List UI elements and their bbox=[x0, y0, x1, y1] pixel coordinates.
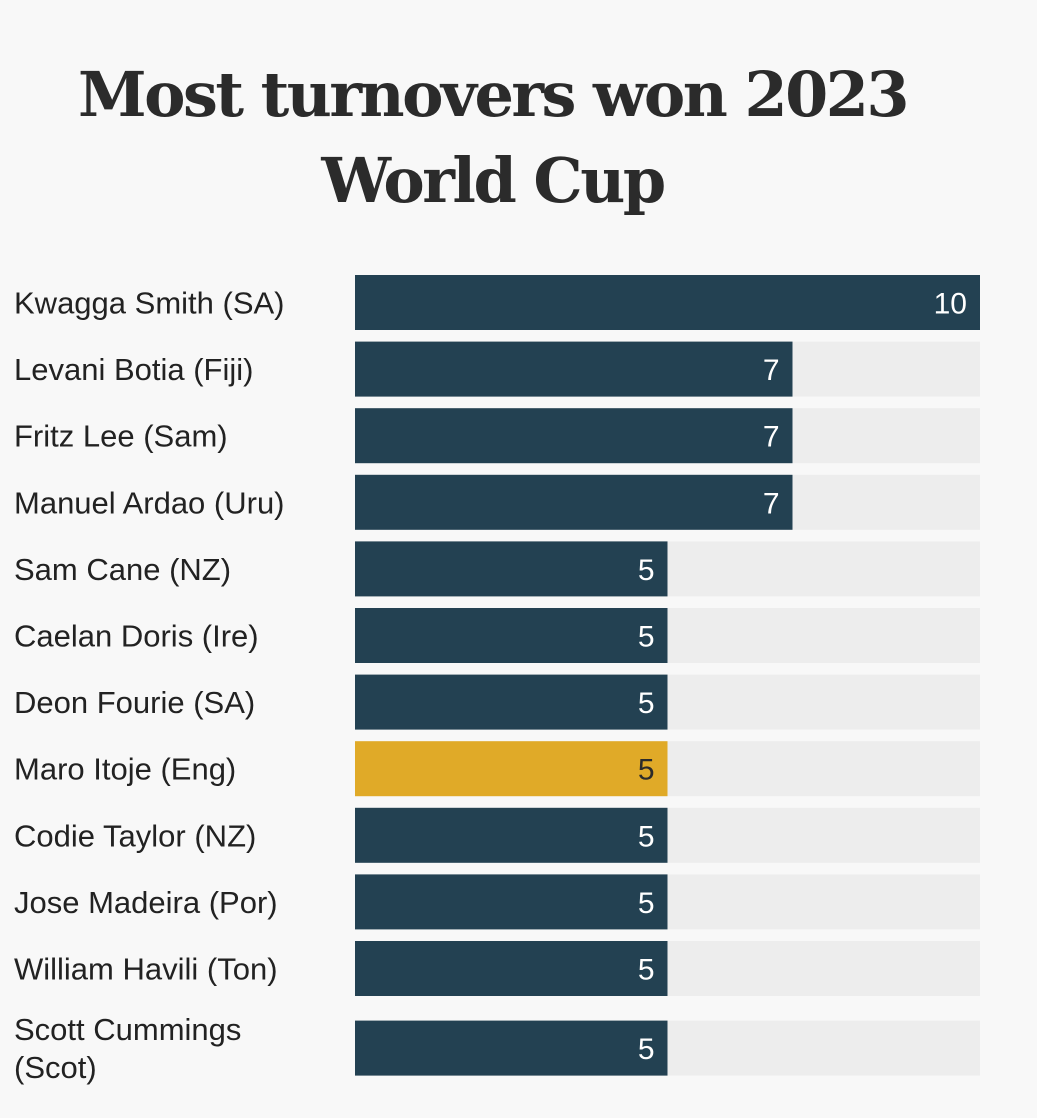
category-label: Deon Fourie (SA) bbox=[14, 685, 255, 720]
data-label: 7 bbox=[763, 487, 780, 520]
chart-title-line-2: World Cup bbox=[321, 144, 666, 217]
data-label: 5 bbox=[638, 687, 655, 720]
data-label: 5 bbox=[638, 954, 655, 987]
category-label: Jose Madeira (Por) bbox=[14, 885, 278, 920]
data-label: 5 bbox=[638, 820, 655, 853]
bar bbox=[355, 674, 668, 730]
category-label: Manuel Ardao (Uru) bbox=[14, 485, 285, 520]
bar bbox=[355, 341, 793, 397]
bar bbox=[355, 807, 668, 863]
bar bbox=[355, 941, 668, 996]
category-label: Sam Cane (NZ) bbox=[14, 552, 231, 587]
category-label: Fritz Lee (Sam) bbox=[14, 419, 228, 454]
bar bbox=[355, 874, 668, 930]
bar bbox=[355, 408, 793, 464]
category-label: Caelan Doris (Ire) bbox=[14, 619, 259, 654]
category-label: Scott Cummings (Scot) bbox=[14, 1012, 241, 1085]
category-label: Levani Botia (Fiji) bbox=[14, 352, 253, 387]
data-label: 5 bbox=[638, 1033, 655, 1066]
data-label: 5 bbox=[638, 754, 655, 787]
category-label: Maro Itoje (Eng) bbox=[14, 752, 236, 787]
category-label: Kwagga Smith (SA) bbox=[14, 286, 285, 321]
bar bbox=[355, 474, 793, 530]
chart-title: Most turnovers won 2023 World Cup bbox=[0, 52, 985, 224]
data-label: 10 bbox=[934, 288, 967, 321]
data-label: 5 bbox=[638, 621, 655, 654]
data-label: 7 bbox=[763, 354, 780, 387]
data-label: 5 bbox=[638, 887, 655, 920]
bar bbox=[355, 608, 668, 663]
bar bbox=[355, 1020, 668, 1076]
bar bbox=[355, 541, 668, 597]
category-label: Codie Taylor (NZ) bbox=[14, 818, 256, 853]
bar bbox=[355, 275, 980, 330]
category-label: William Havili (Ton) bbox=[14, 952, 278, 987]
data-label: 7 bbox=[763, 421, 780, 454]
data-label: 5 bbox=[638, 554, 655, 587]
chart-title-line-1: Most turnovers won 2023 bbox=[78, 58, 910, 131]
bar-highlighted bbox=[355, 741, 668, 797]
